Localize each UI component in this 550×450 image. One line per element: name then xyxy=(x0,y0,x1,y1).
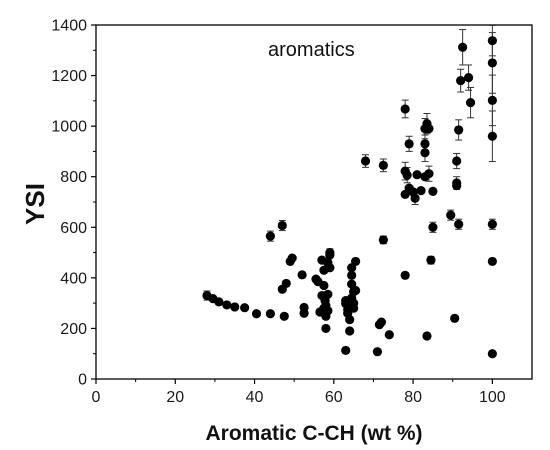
data-point xyxy=(319,280,329,291)
x-tick-label: 60 xyxy=(325,389,343,406)
data-point xyxy=(347,270,357,280)
y-tick-label: 400 xyxy=(60,270,87,287)
data-point xyxy=(454,125,464,135)
data-point xyxy=(222,300,232,310)
data-point xyxy=(349,303,359,313)
x-tick-label: 20 xyxy=(166,389,184,406)
y-tick-label: 1400 xyxy=(51,18,87,35)
data-point xyxy=(251,309,262,319)
data-point xyxy=(299,302,309,313)
data-point xyxy=(487,256,497,267)
data-point xyxy=(240,303,250,313)
data-point xyxy=(297,270,307,280)
data-point xyxy=(420,148,430,158)
data-point xyxy=(400,104,410,114)
y-tick-label: 0 xyxy=(78,372,87,389)
data-point xyxy=(487,95,497,105)
data-point xyxy=(487,58,497,68)
x-tick-label: 80 xyxy=(404,389,422,406)
annotation-label: aromatics xyxy=(268,39,355,61)
data-point xyxy=(400,270,410,280)
data-point xyxy=(487,349,497,359)
x-tick-label: 40 xyxy=(246,389,264,406)
data-point xyxy=(424,169,434,179)
data-point xyxy=(321,311,331,321)
data-point xyxy=(452,156,462,166)
data-point xyxy=(458,42,468,52)
error-bars-layer xyxy=(203,25,496,301)
data-point xyxy=(428,222,438,232)
data-point xyxy=(323,289,333,299)
data-point xyxy=(372,347,383,357)
data-point xyxy=(360,156,371,166)
data-point xyxy=(402,170,412,180)
data-point xyxy=(416,186,426,196)
data-point xyxy=(341,345,351,356)
data-point xyxy=(325,263,335,273)
data-point xyxy=(487,131,497,141)
data-point xyxy=(214,297,224,307)
y-tick-label: 1000 xyxy=(51,119,87,136)
data-point xyxy=(345,314,355,325)
data-point xyxy=(454,219,464,229)
data-point xyxy=(378,160,388,170)
data-point xyxy=(424,124,434,134)
data-point xyxy=(446,210,456,220)
data-point xyxy=(287,253,297,263)
data-point xyxy=(456,76,466,86)
data-point xyxy=(351,256,361,267)
data-point xyxy=(450,313,460,323)
data-point xyxy=(487,219,497,229)
y-tick-label: 800 xyxy=(60,169,87,186)
data-point xyxy=(384,330,394,340)
data-point xyxy=(325,250,335,260)
data-point xyxy=(376,317,386,327)
y-tick-label: 200 xyxy=(60,321,87,338)
data-point xyxy=(465,98,476,108)
data-point xyxy=(428,186,438,196)
data-point xyxy=(410,193,420,203)
data-point xyxy=(265,309,275,319)
data-point xyxy=(277,220,287,231)
y-tick-label: 600 xyxy=(60,220,87,237)
x-tick-label: 100 xyxy=(479,389,506,406)
data-point xyxy=(420,139,430,149)
data-point xyxy=(452,180,462,191)
x-axis-title: Aromatic C-CH (wt %) xyxy=(205,422,422,445)
data-point xyxy=(378,235,388,245)
data-point xyxy=(422,331,432,341)
data-point xyxy=(351,285,361,296)
data-points-layer xyxy=(202,36,497,359)
data-point xyxy=(426,255,436,265)
data-point xyxy=(279,311,289,321)
x-tick-label: 0 xyxy=(92,389,101,406)
y-axis-title: YSI xyxy=(20,183,50,225)
data-point xyxy=(404,139,414,149)
data-point xyxy=(265,231,275,241)
data-point xyxy=(345,326,355,336)
data-point xyxy=(412,170,422,180)
data-point xyxy=(321,323,331,334)
data-point xyxy=(281,278,291,289)
y-tick-label: 1200 xyxy=(51,68,87,85)
data-point xyxy=(487,36,497,46)
data-point xyxy=(230,302,240,312)
data-point xyxy=(463,72,474,83)
